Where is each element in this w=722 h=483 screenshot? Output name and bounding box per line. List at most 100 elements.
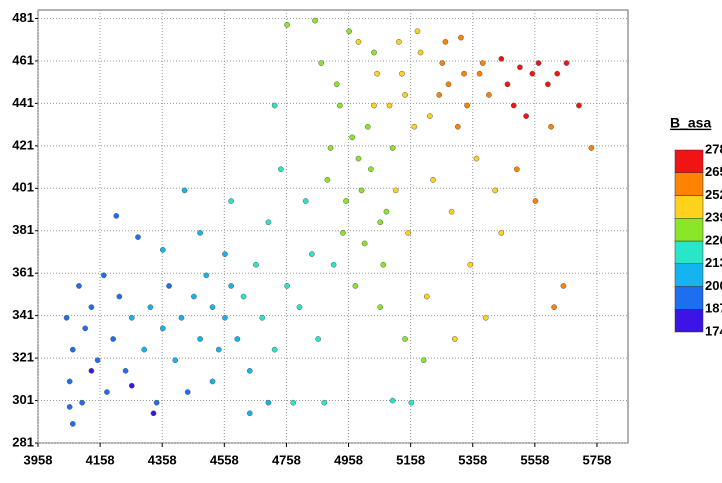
x-tick-label: 5558 — [520, 452, 549, 467]
colorbar-label: 2650 — [705, 164, 722, 179]
point — [517, 64, 523, 71]
point — [203, 272, 210, 279]
point — [535, 60, 542, 66]
point — [110, 336, 116, 342]
point — [352, 283, 359, 289]
point — [153, 399, 160, 406]
y-tick-label: 481 — [12, 10, 34, 25]
point — [479, 60, 486, 66]
point — [411, 123, 418, 130]
point — [486, 92, 492, 98]
point — [318, 60, 325, 66]
y-tick-label: 361 — [12, 265, 34, 280]
point — [104, 389, 110, 395]
colorbar-swatch — [674, 218, 704, 242]
point — [395, 38, 402, 45]
point — [523, 113, 529, 119]
point — [128, 382, 135, 389]
point — [234, 336, 241, 342]
point — [128, 314, 135, 321]
point — [159, 325, 166, 332]
point — [135, 234, 141, 240]
point — [240, 293, 247, 300]
point — [82, 325, 89, 332]
y-tick-label: 281 — [12, 434, 34, 449]
point — [513, 166, 520, 173]
point — [361, 240, 368, 247]
point — [482, 314, 489, 321]
point — [442, 38, 449, 45]
point — [392, 187, 399, 194]
point — [147, 304, 154, 311]
y-tick-label: 441 — [12, 95, 34, 110]
point — [355, 38, 362, 45]
point — [69, 346, 76, 353]
point — [430, 176, 436, 183]
point — [228, 283, 234, 289]
point — [197, 336, 203, 342]
point — [427, 113, 433, 119]
point — [371, 102, 377, 109]
point — [290, 399, 297, 406]
point — [141, 346, 148, 353]
point — [358, 187, 365, 194]
point — [321, 399, 328, 406]
point — [66, 404, 73, 410]
y-tick-label: 461 — [12, 52, 34, 67]
point — [178, 314, 185, 321]
point — [498, 55, 505, 62]
colorbar-label: 2000 — [705, 278, 722, 293]
point — [417, 49, 424, 56]
point — [63, 314, 70, 321]
point — [253, 261, 259, 268]
point — [277, 166, 284, 173]
point — [246, 410, 253, 417]
point — [436, 92, 443, 98]
point — [548, 123, 554, 130]
y-tick-label: 421 — [12, 137, 34, 152]
point — [554, 70, 561, 77]
colorbar-label: 2260 — [705, 232, 722, 247]
colorbar-swatch — [674, 286, 704, 310]
point — [215, 346, 222, 353]
point — [284, 22, 290, 28]
point — [576, 102, 582, 109]
point — [368, 166, 374, 173]
point — [100, 272, 107, 279]
colorbar-swatch — [674, 195, 704, 219]
point — [166, 283, 172, 289]
point — [209, 304, 216, 311]
point — [222, 251, 228, 257]
point — [79, 399, 85, 406]
x-tick-label: 4558 — [210, 452, 239, 467]
point — [551, 304, 557, 311]
colorbar-label: 1870 — [705, 301, 722, 316]
point — [588, 145, 595, 151]
x-tick-label: 4958 — [334, 452, 363, 467]
colorbar-swatch — [674, 172, 704, 196]
point — [271, 102, 278, 109]
point — [389, 145, 396, 151]
colorbar-label: 1740 — [705, 323, 722, 338]
point — [327, 145, 334, 151]
point — [349, 134, 356, 141]
point — [181, 187, 188, 194]
y-tick-label: 401 — [12, 180, 34, 195]
point — [312, 17, 318, 24]
point — [228, 198, 234, 204]
point — [560, 283, 567, 289]
point — [116, 293, 123, 300]
point — [402, 92, 408, 98]
x-tick-label: 4158 — [86, 452, 115, 467]
point — [333, 81, 340, 88]
point — [380, 261, 387, 268]
point — [94, 357, 101, 364]
point — [197, 230, 203, 236]
point — [324, 176, 331, 183]
point — [389, 397, 396, 404]
point — [113, 213, 120, 219]
point — [296, 304, 303, 311]
point — [532, 198, 539, 204]
point — [346, 28, 352, 35]
point — [545, 81, 551, 88]
